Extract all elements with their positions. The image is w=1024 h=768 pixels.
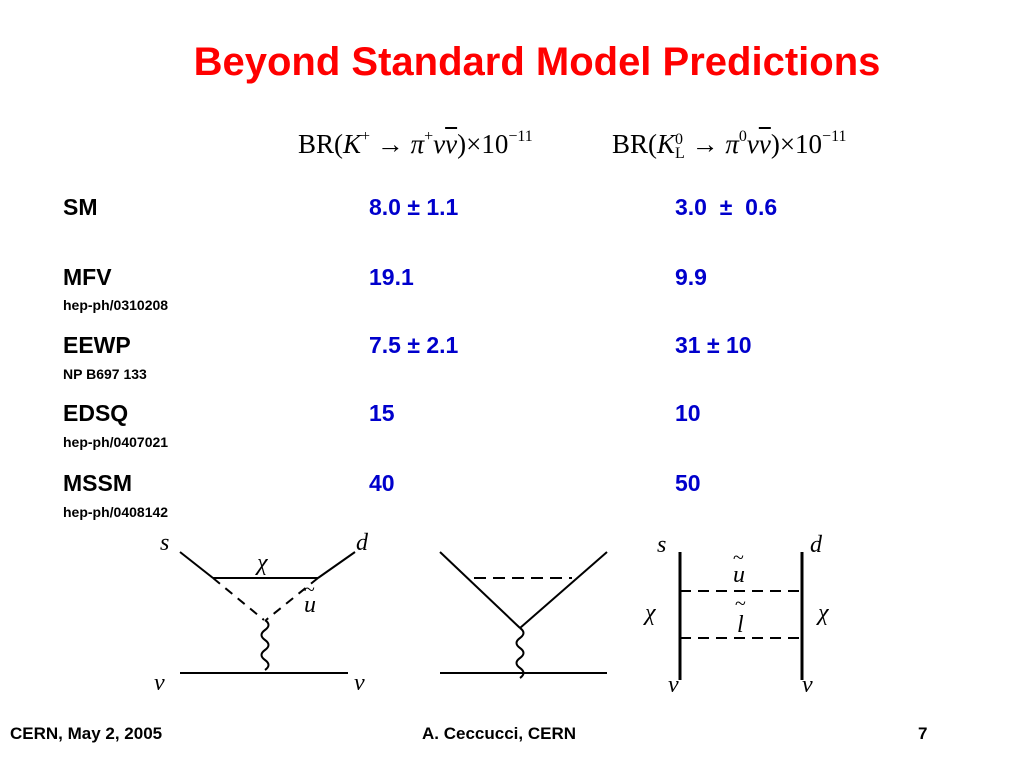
page-number: 7 xyxy=(918,724,928,743)
label-nu-right: ν xyxy=(354,670,365,696)
value-klong: 50 xyxy=(675,470,701,496)
box-diagram xyxy=(678,552,804,680)
label-nu-left: ν xyxy=(154,670,165,696)
label-u: u xyxy=(733,562,745,588)
value-kplus: 15 xyxy=(369,400,395,426)
feynman-diagrams: s d χ u ~ ν ν s d ~ u ~ l χ χ ν ν xyxy=(154,530,830,698)
model-reference: hep-ph/0310208 xyxy=(63,297,169,313)
value-kplus: 8.0 ± 1.1 xyxy=(369,194,459,220)
model-name: MFV xyxy=(63,264,112,290)
model-name: EEWP xyxy=(63,332,131,358)
footer-author: A. Ceccucci, CERN xyxy=(422,724,576,743)
label-nu-left: ν xyxy=(668,672,679,698)
slide-title: Beyond Standard Model Predictions xyxy=(193,40,881,84)
label-l-tilde: ~ xyxy=(735,593,746,615)
value-kplus: 19.1 xyxy=(369,264,414,290)
label-u-tilde: ~ xyxy=(733,547,744,569)
footer-date: CERN, May 2, 2005 xyxy=(10,724,163,743)
model-name: MSSM xyxy=(63,470,132,496)
label-nu-right: ν xyxy=(802,672,813,698)
model-name: SM xyxy=(63,194,98,220)
value-kplus: 40 xyxy=(369,470,395,496)
value-klong: 31 ± 10 xyxy=(675,332,752,358)
label-d: d xyxy=(356,530,369,556)
header-br-klong: BR(K0 L → π0νν)×10−11 xyxy=(612,128,847,162)
label-chi-right: χ xyxy=(816,600,830,626)
label-chi: χ xyxy=(255,550,269,576)
label-s: s xyxy=(657,532,666,558)
model-reference: hep-ph/0408142 xyxy=(63,504,169,520)
model-reference: hep-ph/0407021 xyxy=(63,434,169,450)
value-klong: 9.9 xyxy=(675,264,707,290)
label-s: s xyxy=(160,530,169,556)
penguin-diagram xyxy=(179,551,356,674)
value-klong: 10 xyxy=(675,400,701,426)
label-l: l xyxy=(737,612,744,638)
value-kplus: 7.5 ± 2.1 xyxy=(369,332,459,358)
label-u: u xyxy=(304,592,316,618)
label-u-tilde: ~ xyxy=(304,579,315,601)
header-br-kplus: BR(K+ → π+νν)×10−11 xyxy=(298,128,533,159)
model-name: EDSQ xyxy=(63,400,129,426)
label-chi-left: χ xyxy=(643,600,657,626)
model-reference: NP B697 133 xyxy=(63,366,147,382)
value-klong: 3.0 ± 0.6 xyxy=(675,194,778,220)
label-d: d xyxy=(810,532,823,558)
z-penguin-diagram xyxy=(439,551,608,679)
